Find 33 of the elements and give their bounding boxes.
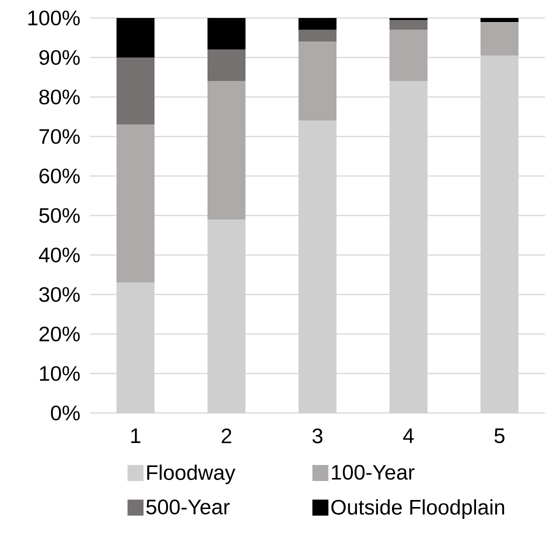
- legend-label: 100-Year: [332, 464, 414, 480]
- x-tick-label: 2: [222, 428, 232, 444]
- legend-label: Floodway: [147, 464, 236, 484]
- bar: [298, 30, 336, 42]
- y-tick-label: 50%: [39, 208, 80, 223]
- x-tick-label: 4: [403, 428, 414, 443]
- y-tick-label: 30%: [39, 287, 80, 302]
- y-tick-label: 90%: [39, 50, 80, 65]
- y-tick-label: 80%: [39, 90, 80, 104]
- bar: [116, 124, 154, 283]
- bar: [480, 22, 519, 56]
- bar: [116, 57, 154, 125]
- x-tick-label: 1: [131, 428, 140, 443]
- bar: [480, 18, 519, 22]
- y-tick-label: 70%: [40, 129, 80, 144]
- legend-label: Outside Floodplain: [331, 499, 504, 519]
- bar: [298, 42, 336, 121]
- bar: [208, 18, 246, 50]
- x-tick-label: 5: [494, 428, 504, 444]
- bar: [390, 20, 428, 30]
- bar: [298, 18, 336, 30]
- y-tick-label: 20%: [40, 326, 80, 342]
- y-tick-label: 10%: [40, 366, 80, 381]
- y-tick-label: 0%: [50, 406, 80, 420]
- x-tick-label: 3: [312, 428, 322, 444]
- bar: [208, 50, 246, 82]
- legend-label: 500-Year: [146, 500, 230, 514]
- bar: [116, 18, 154, 58]
- y-tick-label: 40%: [38, 248, 80, 262]
- y-tick-label: 60%: [40, 168, 80, 184]
- bar: [208, 81, 246, 220]
- y-tick-label: 100%: [28, 10, 80, 26]
- bar: [390, 30, 428, 82]
